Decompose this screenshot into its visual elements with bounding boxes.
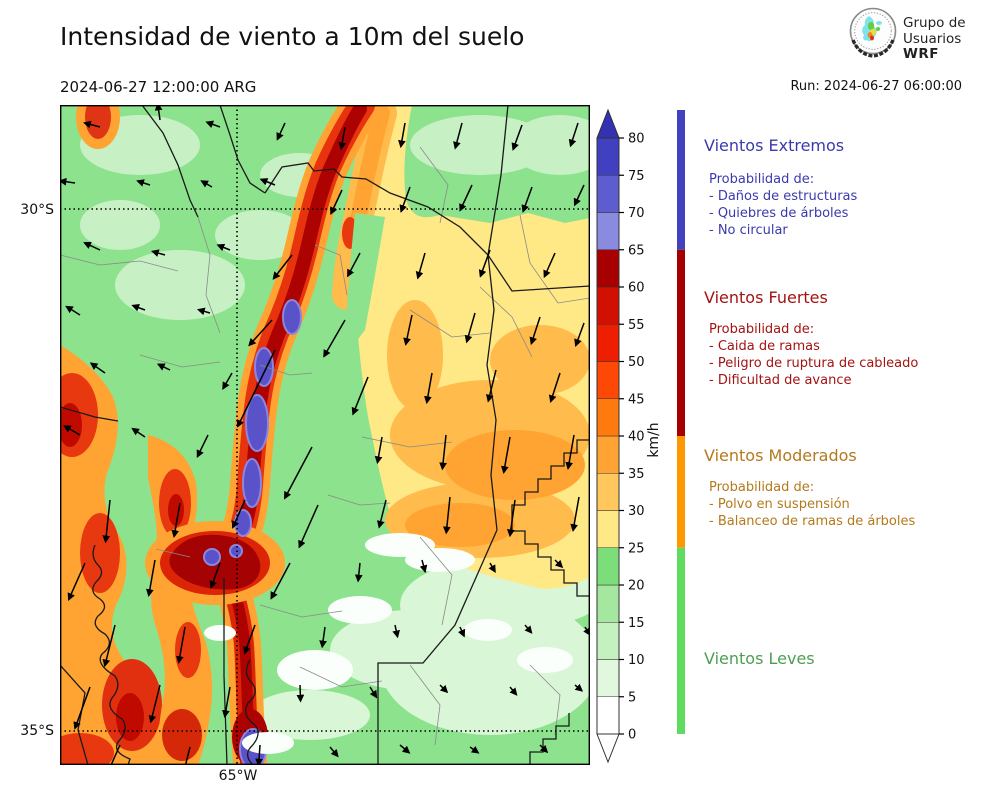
legend-fuertes-items: Probabilidad de: - Caida de ramas - Peli…: [709, 321, 918, 389]
wind-intensity-map: [59, 104, 590, 765]
logo-line1: Grupo de: [903, 15, 966, 31]
wrf-users-group-logo-icon: [846, 6, 900, 64]
category-bar: [676, 108, 686, 762]
svg-text:50: 50: [628, 355, 645, 370]
svg-text:65: 65: [628, 243, 645, 258]
svg-text:10: 10: [628, 653, 645, 668]
svg-text:75: 75: [628, 169, 645, 184]
lat-30s-label: 30°S: [20, 202, 54, 218]
legend-item: - Balanceo de ramas de árboles: [709, 514, 916, 529]
lat-35s-label: 35°S: [20, 723, 54, 739]
legend-moderados-items: Probabilidad de: - Polvo en suspensión -…: [709, 479, 915, 530]
svg-text:30: 30: [628, 504, 645, 519]
lon-65w-label: 65°W: [218, 768, 258, 784]
legend-item: - Caida de ramas: [709, 339, 820, 354]
page-title: Intensidad de viento a 10m del suelo: [60, 22, 525, 51]
legend-extremos-items: Probabilidad de: - Daños de estructuras …: [709, 171, 857, 239]
legend-leves-title: Vientos Leves: [704, 649, 815, 668]
svg-text:60: 60: [628, 281, 645, 296]
model-run-label: Run: 2024-06-27 06:00:00: [790, 79, 962, 94]
legend-item: - Daños de estructuras: [709, 189, 858, 204]
colorbar: 0 5 10 15 20 25 30 35 40 45 50 55 60 65 70 75 80 km/h: [596, 104, 686, 776]
legend-moderados-title: Vientos Moderados: [704, 446, 857, 465]
svg-text:80: 80: [628, 132, 645, 147]
svg-text:20: 20: [628, 579, 645, 594]
legend-fuertes-prob: Probabilidad de:: [709, 322, 815, 337]
legend-extremos-title: Vientos Extremos: [704, 136, 845, 155]
legend-extremos-prob: Probabilidad de:: [709, 172, 815, 187]
svg-text:0: 0: [628, 728, 636, 743]
wind-arrows: [60, 105, 590, 765]
legend-item: - Dificultad de avance: [709, 373, 852, 388]
svg-text:25: 25: [628, 541, 645, 556]
valid-time-label: 2024-06-27 12:00:00 ARG: [60, 78, 257, 96]
legend-item: - Quiebres de árboles: [709, 206, 849, 221]
logo-text: Grupo de Usuarios WRF: [903, 15, 966, 63]
svg-text:40: 40: [628, 430, 645, 445]
legend-item: - No circular: [709, 223, 788, 238]
svg-text:45: 45: [628, 392, 645, 407]
legend-item: - Peligro de ruptura de cableado: [709, 356, 919, 371]
logo-line2: Usuarios: [903, 30, 962, 47]
map-border: [59, 104, 590, 765]
svg-text:70: 70: [628, 206, 645, 221]
legend-moderados-prob: Probabilidad de:: [709, 480, 815, 495]
legend-item: - Polvo en suspensión: [709, 497, 850, 512]
legend-fuertes-title: Vientos Fuertes: [704, 288, 828, 307]
svg-text:5: 5: [628, 690, 636, 705]
svg-text:35: 35: [628, 467, 645, 482]
svg-text:55: 55: [628, 318, 645, 333]
colorbar-unit-label: km/h: [646, 422, 662, 457]
logo-line3: WRF: [903, 46, 940, 62]
map-field: [60, 105, 590, 765]
svg-text:15: 15: [628, 616, 645, 631]
